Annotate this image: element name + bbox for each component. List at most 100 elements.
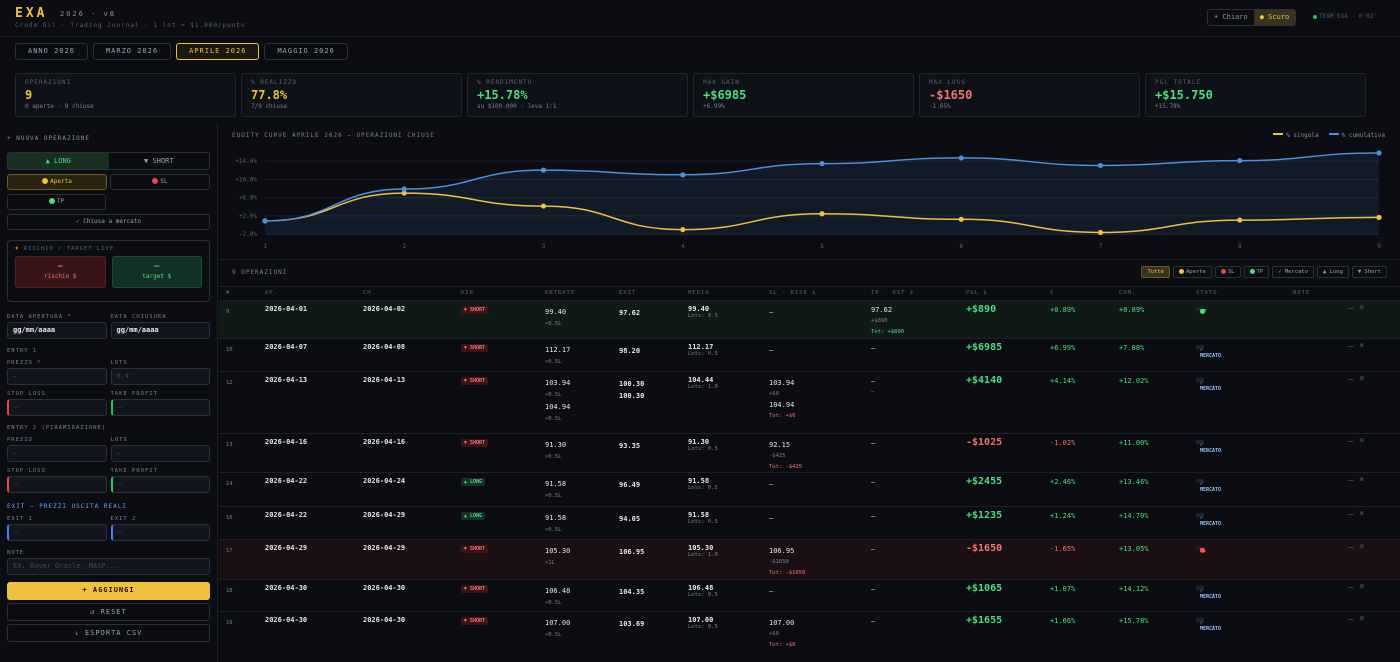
column-header: SL · RISK $ [769, 290, 817, 296]
edit-minus-icon[interactable]: — [1348, 543, 1354, 553]
sl-risk: — [769, 586, 773, 597]
table-row[interactable]: 14 2026-04-22 2026-04-24 ▲ LONG 91.58 ×0.5L 96… [219, 472, 1400, 506]
data-chiusura-input[interactable]: gg/mm/aaaa [110, 322, 210, 339]
risk-value: — [57, 261, 63, 270]
entries: 91.58 ×0.5L [545, 513, 566, 537]
tp2-input[interactable]: — [110, 476, 210, 493]
table-row[interactable]: 17 2026-04-29 2026-04-29 ▼ SHORT 105.30 ×1L 10… [219, 539, 1400, 579]
status-dot-icon [1313, 15, 1317, 19]
status-label: TP [1200, 309, 1207, 315]
stat-label: % REALIZZO [251, 79, 298, 86]
column-header: # [226, 290, 231, 296]
filter-button[interactable]: SL [1214, 266, 1241, 278]
tp-value: — [871, 389, 875, 395]
delete-close-icon[interactable]: × [1359, 475, 1365, 485]
edit-minus-icon[interactable]: — [1348, 510, 1354, 520]
sl1-input[interactable]: — [7, 399, 107, 416]
table-row[interactable]: 16 2026-04-22 2026-04-29 ▲ LONG 91.58 ×0.5L 94… [219, 506, 1400, 539]
average: 91.58 Lots: 0.5 [688, 477, 718, 491]
long-button[interactable]: ▲ LONG [8, 153, 109, 169]
exit1-input[interactable]: — [7, 524, 107, 541]
percent-value: -1.65% [1050, 545, 1076, 553]
status-aperta-button[interactable]: Aperta [7, 174, 107, 190]
direction-badge: ▼ SHORT [461, 617, 489, 625]
filter-button[interactable]: ▼ Short [1351, 266, 1387, 278]
delete-close-icon[interactable]: × [1359, 509, 1365, 519]
delete-close-icon[interactable]: × [1359, 374, 1365, 384]
sl-value: +$0 [769, 391, 779, 397]
status-label: ✓ MERCATO [1200, 442, 1222, 454]
prezzo2-input[interactable]: — [7, 445, 107, 462]
table-row[interactable]: 13 2026-04-16 2026-04-16 ▼ SHORT 91.30 ×0.5L 9… [219, 433, 1400, 472]
sl-risk: — [769, 307, 773, 318]
edit-minus-icon[interactable]: — [1348, 375, 1354, 385]
short-button[interactable]: ▼ SHORT [143, 157, 174, 165]
tp1-input[interactable]: — [110, 399, 210, 416]
filter-button[interactable]: TP [1243, 266, 1270, 278]
edit-minus-icon[interactable]: — [1348, 583, 1354, 593]
entries: 105.30 ×1L [545, 546, 570, 570]
delete-close-icon[interactable]: × [1359, 582, 1365, 592]
filter-button[interactable]: ▲ Long [1316, 266, 1349, 278]
table-row[interactable]: 12 2026-04-13 2026-04-13 ▼ SHORT 103.94 ×0.5L… [219, 371, 1400, 433]
tp-value: — [871, 439, 876, 447]
direction-badge: ▼ SHORT [461, 585, 489, 593]
exit2-input[interactable]: — [110, 524, 210, 541]
prezzo1-input[interactable]: — [7, 368, 107, 385]
delete-close-icon[interactable]: × [1359, 341, 1365, 351]
filter-dot-icon [1179, 269, 1184, 274]
status-tp-button[interactable]: TP [7, 194, 106, 210]
table-row[interactable]: 18 2026-04-30 2026-04-30 ▼ SHORT 106.48 ×0.5L… [219, 579, 1400, 611]
tab-marzo[interactable]: MARZO 2026 [92, 43, 172, 60]
tp-value: — [871, 344, 876, 352]
theme-light-button[interactable]: ☀ Chiaro [1214, 13, 1248, 21]
cumulativa-point [1097, 162, 1104, 169]
chart-plot: +14.0% +10.0% +6.0% +2.0% -2.0% 1 2 3 4 5 6 7 8 9 [235, 150, 1382, 250]
status-sl-button[interactable]: SL [110, 174, 210, 190]
filter-button[interactable]: ✓ Mercato [1272, 266, 1314, 278]
average: 99.40 Lots: 0.5 [688, 305, 718, 319]
close-date-text: 2026-04-29 [363, 544, 406, 552]
pnl-value: +$4140 [966, 375, 1003, 386]
lots-value: Lots: 1.0 [688, 384, 718, 390]
filter-label: ▼ Short [1357, 269, 1381, 275]
tab-anno[interactable]: ANNO 2026 [15, 43, 88, 60]
table-row[interactable]: 10 2026-04-07 2026-04-08 ▼ SHORT 112.17 ×0.5L… [219, 338, 1400, 371]
sl-value: — [769, 480, 774, 488]
open-date: 2026-04-22 [265, 511, 307, 519]
status-mercato-button[interactable]: ✓ Chiusa a mercato [7, 214, 210, 230]
singola-point [958, 216, 964, 222]
edit-minus-icon[interactable]: — [1348, 342, 1354, 352]
table-row[interactable]: 9 2026-04-01 2026-04-02 ▼ SHORT 99.40 ×0.5L 97… [219, 300, 1400, 338]
tab-maggio[interactable]: MAGGIO 2026 [264, 43, 348, 60]
lots2-input[interactable]: — [110, 445, 210, 462]
add-button[interactable]: + AGGIUNGI [7, 582, 210, 600]
sl2-input[interactable]: — [7, 476, 107, 493]
theme-dark-button[interactable]: ● Scuro [1253, 10, 1296, 25]
delete-close-icon[interactable]: × [1359, 614, 1365, 624]
direction-badge: ▼ SHORT [461, 439, 489, 447]
edit-minus-icon[interactable]: — [1348, 304, 1354, 314]
export-csv-button[interactable]: ↓ ESPORTA CSV [7, 624, 210, 642]
tp-distance: 97.62 +$890 Tot: +$890 [871, 305, 904, 338]
data-apertura-input[interactable]: gg/mm/aaaa [7, 322, 107, 339]
delete-close-icon[interactable]: × [1359, 542, 1365, 552]
edit-minus-icon[interactable]: — [1348, 615, 1354, 625]
target-value: — [154, 261, 160, 270]
sl-risk: — [769, 479, 773, 490]
delete-close-icon[interactable]: × [1359, 436, 1365, 446]
table-row[interactable]: 19 2026-04-30 2026-04-30 ▼ SHORT 107.00 ×0.5L… [219, 611, 1400, 651]
note-input[interactable]: EX. Bayer Oracle, MASP... [7, 558, 210, 575]
filter-button[interactable]: Aperte [1173, 266, 1212, 278]
cumulative-value: +14.12% [1119, 585, 1149, 593]
entry-value: ×0.5L [545, 632, 562, 638]
edit-minus-icon[interactable]: — [1348, 476, 1354, 486]
reset-button[interactable]: ↺ RESET [7, 603, 210, 621]
edit-minus-icon[interactable]: — [1348, 437, 1354, 447]
lots1-input[interactable]: 0.4 [110, 368, 210, 385]
tab-aprile[interactable]: APRILE 2026 [176, 43, 260, 60]
tp-distance: — [871, 616, 875, 627]
entry-value: 91.30 [545, 441, 567, 449]
delete-close-icon[interactable]: × [1359, 303, 1365, 313]
filter-button[interactable]: Tutte [1141, 266, 1170, 278]
